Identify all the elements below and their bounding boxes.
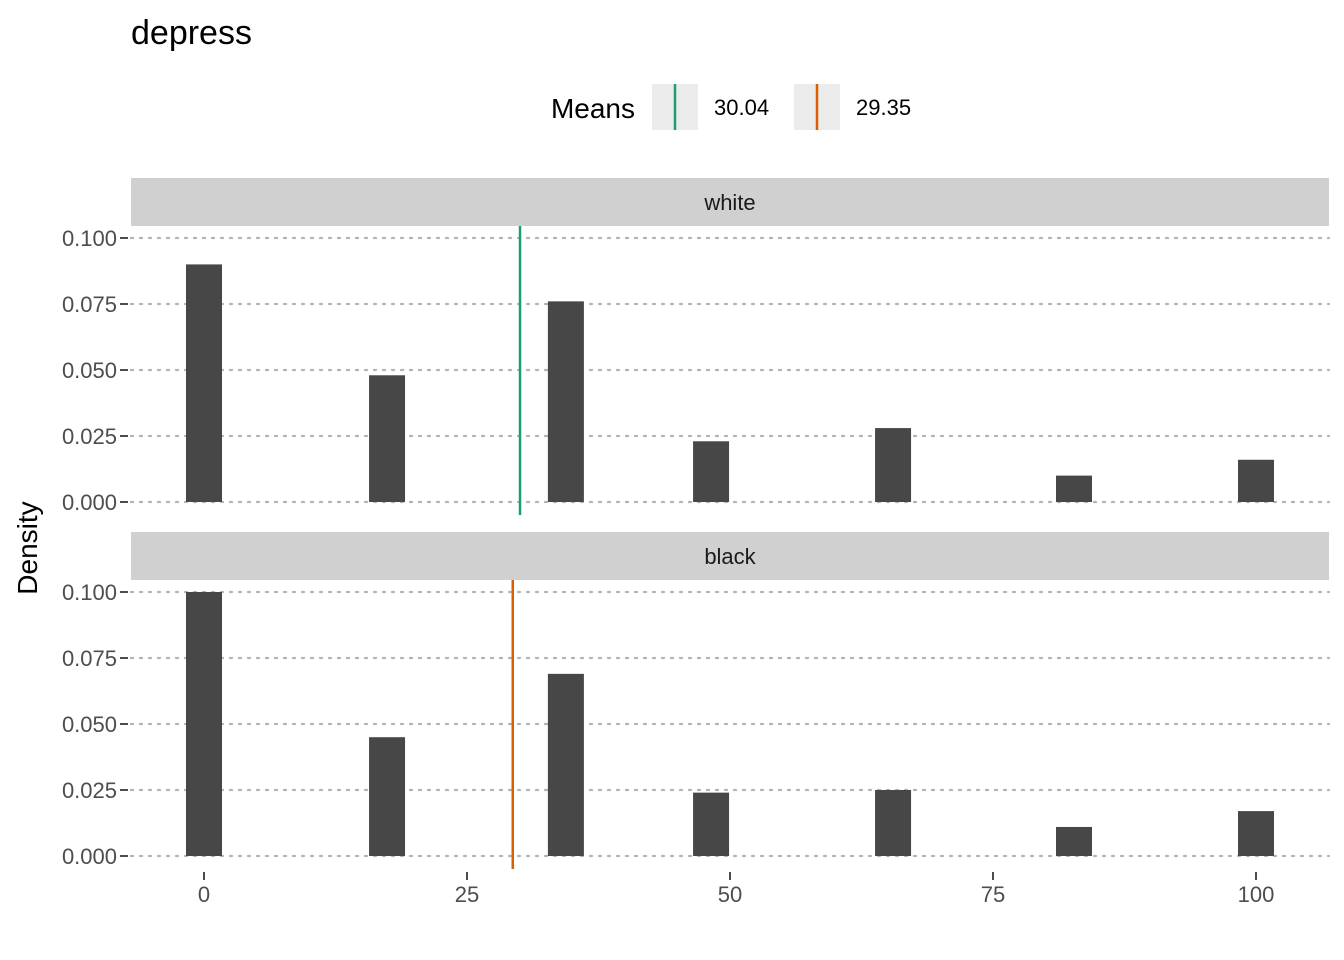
y-tick-label: 0.100 [62, 226, 117, 251]
x-tick-label: 25 [455, 882, 479, 907]
facet-panels: white 0.000 0.025 0.050 0.075 0.100 black 0.000… [62, 178, 1331, 869]
bar [186, 592, 222, 856]
bar [186, 264, 222, 502]
x-tick-label: 100 [1238, 882, 1275, 907]
facet-strip-label: white [703, 190, 755, 215]
bar [875, 790, 912, 856]
y-tick-label: 0.100 [62, 580, 117, 605]
legend-title: Means [551, 93, 635, 124]
legend-key: 29.35 [794, 84, 911, 130]
x-axis: 0 25 50 75 100 [198, 872, 1274, 907]
bar [1238, 811, 1274, 856]
x-tick-label: 50 [718, 882, 742, 907]
y-tick-label: 0.050 [62, 712, 117, 737]
bar [1238, 459, 1274, 502]
y-tick-label: 0.000 [62, 844, 117, 869]
chart-title: depress [131, 14, 252, 52]
bar [547, 301, 584, 502]
facet-strip [131, 178, 1329, 226]
y-tick-label: 0.025 [62, 424, 117, 449]
bar [1056, 475, 1093, 502]
y-tick-label: 0.075 [62, 646, 117, 671]
facet-panel-white: white 0.000 0.025 0.050 0.075 0.100 [62, 178, 1331, 515]
facet-strip [131, 532, 1329, 580]
bar [693, 792, 730, 856]
legend: Means 30.04 29.35 [551, 84, 911, 130]
x-tick-label: 75 [981, 882, 1005, 907]
bar [875, 428, 912, 502]
legend-key: 30.04 [652, 84, 769, 130]
bar [369, 737, 406, 856]
facet-panel-black: black 0.000 0.025 0.050 0.075 0.100 [62, 532, 1331, 869]
bar [1056, 826, 1093, 856]
legend-label: 29.35 [856, 95, 911, 120]
y-tick-label: 0.075 [62, 292, 117, 317]
bar [693, 441, 730, 502]
x-tick-label: 0 [198, 882, 210, 907]
y-tick-label: 0.000 [62, 490, 117, 515]
y-tick-label: 0.025 [62, 778, 117, 803]
legend-label: 30.04 [714, 95, 769, 120]
y-tick-label: 0.050 [62, 358, 117, 383]
facet-strip-label: black [704, 544, 756, 569]
bar [369, 375, 406, 502]
bar [547, 673, 584, 856]
y-axis-title: Density [12, 501, 43, 594]
